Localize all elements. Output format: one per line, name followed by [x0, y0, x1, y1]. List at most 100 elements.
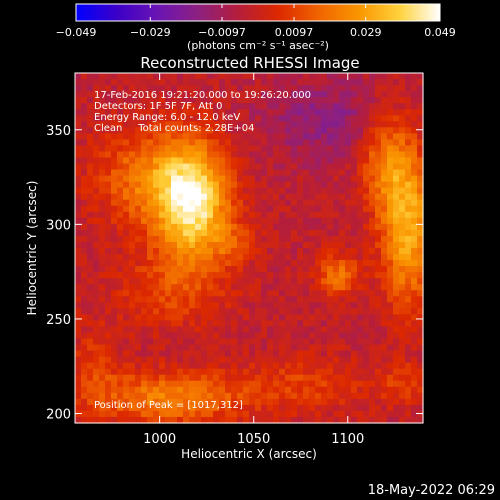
heatmap-cell [309, 356, 316, 364]
heatmap-cell [381, 392, 388, 400]
heatmap-cell [393, 235, 400, 243]
heatmap-cell [393, 91, 400, 98]
heatmap-cell [105, 338, 112, 346]
heatmap-cell [261, 320, 268, 328]
heatmap-cell [261, 260, 268, 267]
heatmap-cell [243, 145, 250, 153]
heatmap-cell [135, 308, 142, 315]
heatmap-cell [333, 163, 340, 171]
heatmap-cell [357, 109, 364, 116]
heatmap-cell [129, 91, 136, 98]
heatmap-cell [417, 410, 424, 418]
heatmap-cell [201, 308, 208, 315]
heatmap-cell [333, 254, 340, 261]
heatmap-cell [327, 109, 334, 116]
heatmap-cell [231, 368, 238, 376]
heatmap-cell [123, 266, 130, 273]
heatmap-cell [243, 187, 250, 195]
heatmap-cell [75, 97, 82, 104]
heatmap-cell [381, 223, 388, 231]
heatmap-cell [285, 193, 292, 201]
heatmap-cell [135, 404, 142, 412]
heatmap-cell [117, 103, 124, 110]
heatmap-cell [195, 205, 202, 213]
heatmap-cell [189, 235, 196, 243]
heatmap-cell [231, 91, 238, 98]
heatmap-cell [411, 386, 418, 394]
heatmap-cell [213, 272, 220, 279]
heatmap-cell [231, 223, 238, 231]
heatmap-cell [315, 241, 322, 249]
heatmap-cell [291, 163, 298, 171]
heatmap-cell [309, 272, 316, 279]
heatmap-cell [99, 85, 106, 92]
heatmap-cell [87, 368, 94, 376]
heatmap-cell [117, 248, 124, 255]
heatmap-cell [81, 97, 88, 104]
heatmap-cell [165, 374, 172, 382]
heatmap-cell [177, 181, 184, 189]
heatmap-cell [141, 217, 148, 225]
heatmap-cell [351, 91, 358, 98]
heatmap-cell [75, 175, 82, 183]
heatmap-cell [393, 151, 400, 159]
heatmap-cell [207, 181, 214, 189]
heatmap-cell [357, 290, 364, 297]
heatmap-cell [147, 290, 154, 297]
heatmap-cell [249, 139, 256, 147]
heatmap-cell [99, 254, 106, 261]
heatmap-cell [291, 193, 298, 201]
heatmap-cell [345, 241, 352, 249]
heatmap-cell [267, 416, 274, 424]
heatmap-cell [183, 344, 190, 352]
heatmap-cell [135, 392, 142, 400]
heatmap-cell [243, 368, 250, 376]
heatmap-cell [201, 248, 208, 255]
heatmap-cell [237, 73, 244, 80]
heatmap-cell [249, 199, 256, 207]
heatmap-cell [339, 235, 346, 243]
heatmap-cell [291, 410, 298, 418]
heatmap-cell [381, 416, 388, 424]
heatmap-cell [195, 320, 202, 328]
heatmap-cell [405, 157, 412, 165]
heatmap-cell [393, 296, 400, 303]
heatmap-cell [237, 139, 244, 147]
heatmap-cell [345, 145, 352, 153]
heatmap-cell [297, 235, 304, 243]
heatmap-cell [189, 181, 196, 189]
heatmap-cell [189, 386, 196, 394]
heatmap-cell [75, 145, 82, 153]
heatmap-cell [261, 284, 268, 291]
heatmap-cell [183, 350, 190, 358]
heatmap-cell [153, 296, 160, 303]
heatmap-cell [195, 97, 202, 104]
heatmap-cell [111, 362, 118, 370]
heatmap-cell [75, 374, 82, 382]
heatmap-cell [159, 73, 166, 80]
heatmap-cell [165, 362, 172, 370]
heatmap-cell [105, 266, 112, 273]
heatmap-cell [399, 260, 406, 267]
heatmap-cell [177, 97, 184, 104]
heatmap-cell [159, 338, 166, 346]
heatmap-cell [345, 109, 352, 116]
heatmap-cell [303, 410, 310, 418]
heatmap-cell [231, 115, 238, 122]
heatmap-cell [111, 223, 118, 231]
heatmap-cell [411, 199, 418, 207]
heatmap-cell [99, 79, 106, 86]
heatmap-cell [309, 374, 316, 382]
heatmap-cell [177, 344, 184, 352]
heatmap-cell [99, 368, 106, 376]
heatmap-cell [351, 133, 358, 140]
heatmap-cell [363, 187, 370, 195]
heatmap-cell [309, 260, 316, 267]
heatmap-cell [195, 175, 202, 183]
heatmap-cell [219, 248, 226, 255]
heatmap-cell [141, 290, 148, 297]
heatmap-cell [207, 326, 214, 334]
heatmap-cell [81, 139, 88, 147]
heatmap-cell [93, 338, 100, 346]
heatmap-cell [153, 103, 160, 110]
